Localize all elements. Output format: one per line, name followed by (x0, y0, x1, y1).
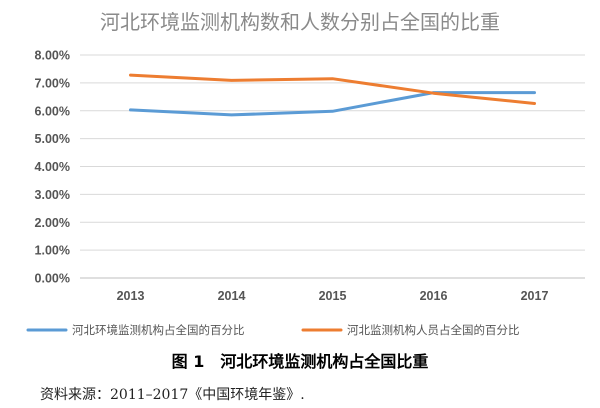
y-tick-label: 8.00% (35, 49, 70, 63)
chart-title: 河北环境监测机构数和人数分别占全国的比重 (100, 10, 500, 34)
legend-label: 河北环境监测机构占全国的百分比 (72, 323, 245, 337)
y-tick-label: 1.00% (35, 244, 70, 258)
y-tick-label: 7.00% (35, 76, 70, 90)
x-tick-label: 2013 (117, 289, 145, 303)
y-tick-label: 3.00% (35, 188, 70, 202)
y-axis-ticks: 0.00% 1.00% 2.00% 3.00% 4.00% 5.00% 6.00% 7.00%… (35, 49, 70, 286)
series-line-1 (129, 91, 536, 117)
gridlines (80, 54, 585, 279)
y-tick-label: 2.00% (35, 216, 70, 230)
legend-label: 河北监测机构人员占全国的百分比 (347, 323, 520, 337)
y-tick-label: 0.00% (35, 272, 70, 286)
series-line-2 (129, 73, 536, 105)
x-tick-label: 2017 (521, 289, 549, 303)
y-tick-label: 6.00% (35, 104, 70, 118)
y-tick-label: 5.00% (35, 132, 70, 146)
series-lines (129, 73, 536, 117)
x-tick-label: 2015 (319, 289, 347, 303)
figure-caption: 图 1 河北环境监测机构占全国比重 (172, 352, 429, 371)
x-tick-label: 2014 (218, 289, 246, 303)
x-axis-ticks: 2013 2014 2015 2016 2017 (117, 289, 549, 303)
x-tick-label: 2016 (420, 289, 448, 303)
source-note: 资料来源：2011–2017《中国环境年鉴》. (40, 387, 305, 403)
y-tick-label: 4.00% (35, 160, 70, 174)
legend: 河北环境监测机构占全国的百分比 河北监测机构人员占全国的百分比 (26, 323, 520, 337)
